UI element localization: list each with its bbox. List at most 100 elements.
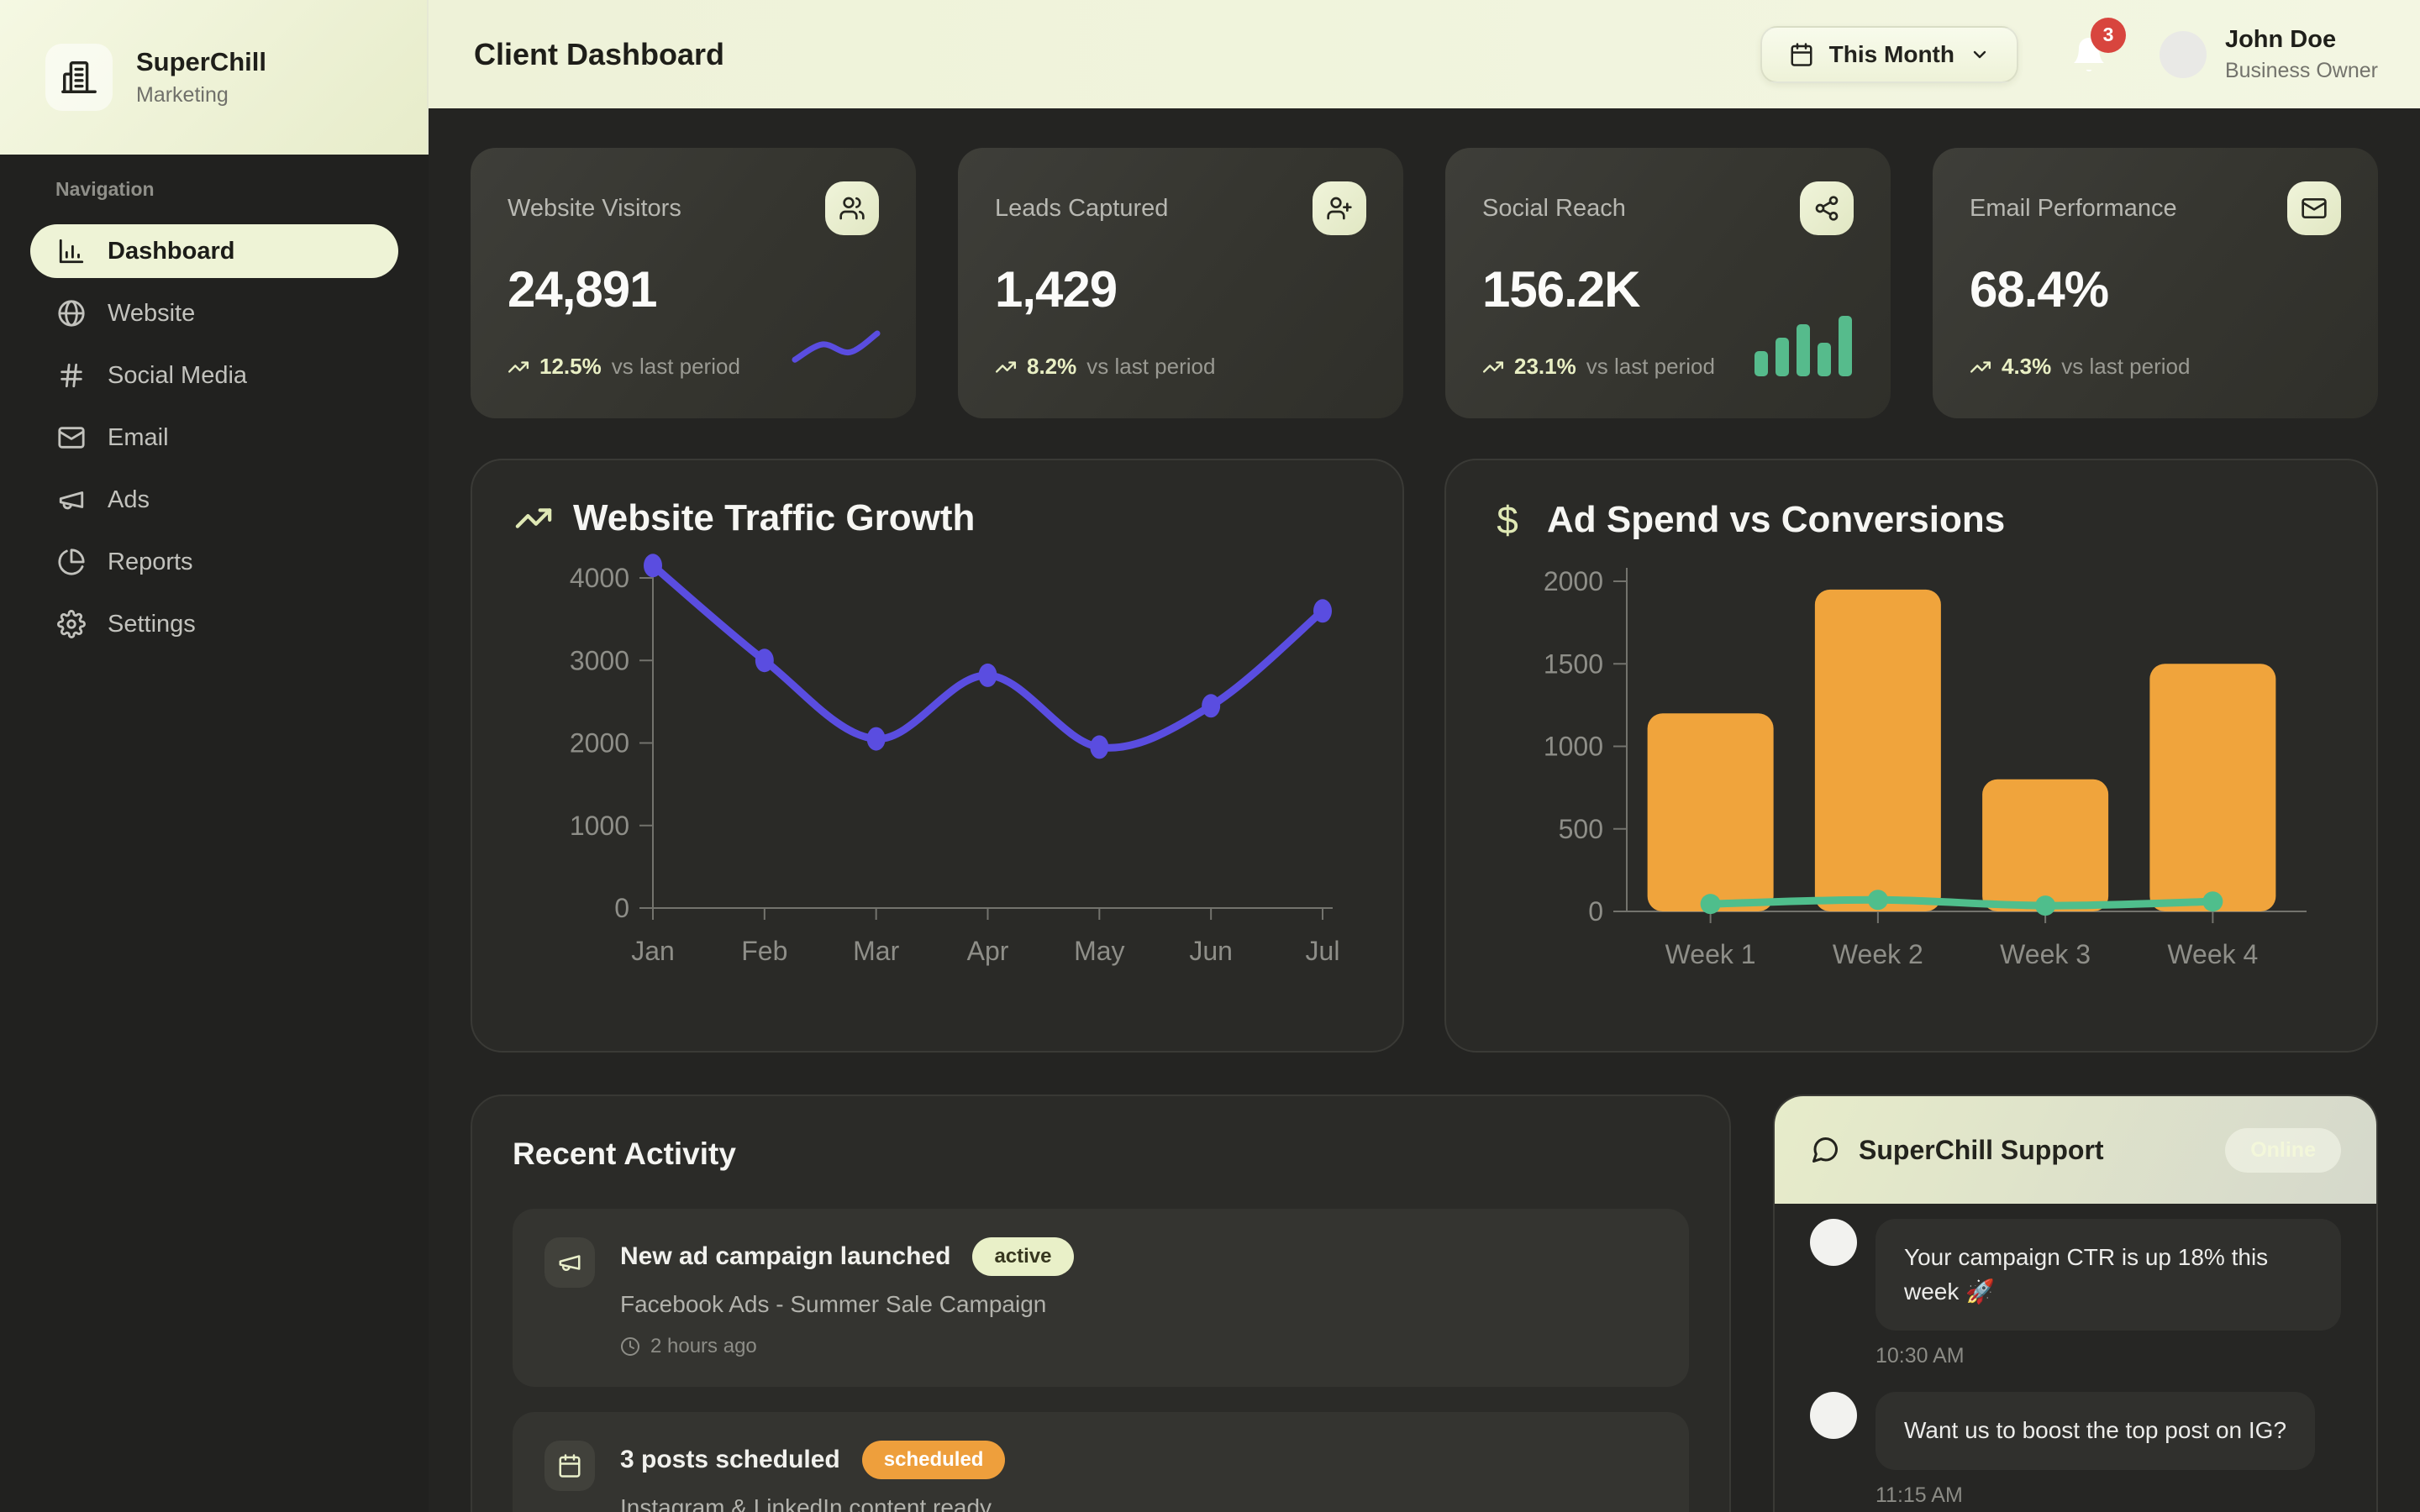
chart-title: Website Traffic Growth (573, 497, 976, 538)
message-bubble: Your campaign CTR is up 18% this week 🚀 (1876, 1219, 2341, 1331)
sidebar-item-settings[interactable]: Settings (30, 597, 398, 651)
chat-message: Want us to boost the top post on IG? 11:… (1810, 1392, 2341, 1508)
mail-icon (2287, 181, 2341, 235)
dollar-icon: $ (1497, 498, 1518, 542)
adspend-bar-chart: 0 500 1000 1500 2000 Week 1 Week 2 Week 3 Week 4 (1544, 566, 2307, 969)
avatar (1810, 1392, 1857, 1440)
sidebar-item-label: Dashboard (108, 237, 235, 265)
traffic-chart-card: Website Traffic Growth 0 1000 2000 3000 4000… (471, 459, 1404, 1053)
mail-icon (58, 427, 85, 449)
svg-text:1500: 1500 (1544, 648, 1603, 679)
stat-card-website-visitors: Website Visitors 24,891 12.5% vs last pe… (471, 148, 916, 418)
avatar (2159, 30, 2207, 78)
svg-text:3000: 3000 (570, 645, 629, 675)
trending-up-icon (515, 508, 552, 528)
sidebar-nav: Navigation Dashboard Website Social Medi… (0, 155, 429, 651)
sidebar-item-label: Email (108, 423, 169, 451)
brand-logo-icon (45, 44, 113, 111)
sidebar-item-dashboard[interactable]: Dashboard (30, 224, 398, 278)
svg-text:4000: 4000 (570, 563, 629, 593)
svg-text:Jul: Jul (1306, 936, 1340, 966)
users-icon (825, 181, 879, 235)
svg-text:1000: 1000 (570, 811, 629, 841)
stat-title: Website Visitors (508, 195, 681, 222)
user-role: Business Owner (2224, 58, 2378, 82)
support-chat-panel: SuperChill Support Online Your campaign … (1773, 1095, 2378, 1512)
sidebar-item-label: Website (108, 299, 196, 327)
stat-value: 1,429 (995, 261, 1118, 318)
chat-header: SuperChill Support Online (1775, 1096, 2376, 1204)
globe-icon (58, 300, 85, 327)
bottom-row: Recent Activity New ad campaign launched… (471, 1095, 2378, 1512)
svg-text:Jun: Jun (1189, 936, 1233, 966)
hash-icon (60, 363, 82, 388)
period-selector-button[interactable]: This Month (1760, 25, 2018, 83)
traffic-line-chart: 0 1000 2000 3000 4000 Jan Feb Mar Apr May Jun Jul (570, 554, 1340, 966)
trending-up-icon (1970, 360, 1991, 373)
message-time: 11:15 AM (1876, 1483, 1963, 1507)
stat-card-email-performance: Email Performance 68.4% 4.3% vs last per… (1933, 148, 2378, 418)
brand-name: SuperChill (136, 47, 267, 76)
sidebar-item-social-media[interactable]: Social Media (30, 349, 398, 402)
notifications-button[interactable]: 3 (2069, 17, 2126, 76)
stat-card-social-reach: Social Reach 156.2K 23.1% vs last period (1445, 148, 1891, 418)
sidebar-item-email[interactable]: Email (30, 411, 398, 465)
sidebar-item-label: Ads (108, 486, 150, 513)
user-name: John Doe (2224, 25, 2337, 53)
svg-text:Week 2: Week 2 (1833, 939, 1923, 969)
stat-card-leads-captured: Leads Captured 1,429 8.2% vs last period (958, 148, 1403, 418)
svg-text:Feb: Feb (741, 936, 787, 966)
user-plus-icon (1313, 181, 1366, 235)
chevron-down-icon (1973, 50, 1986, 58)
user-menu[interactable]: John Doe Business Owner (2159, 25, 2378, 83)
stat-title: Leads Captured (995, 195, 1169, 222)
stat-delta: 23.1% vs last period (1482, 354, 1854, 385)
sidebar-item-label: Social Media (108, 361, 248, 389)
bar-chart-icon (59, 239, 84, 264)
svg-text:May: May (1074, 936, 1124, 966)
megaphone-icon (59, 491, 84, 510)
sidebar-item-reports[interactable]: Reports (30, 535, 398, 589)
svg-text:2000: 2000 (570, 728, 629, 759)
svg-text:2000: 2000 (1544, 566, 1603, 596)
brand-subtitle: Marketing (136, 83, 229, 107)
period-label: This Month (1828, 40, 1954, 67)
sidebar-item-website[interactable]: Website (30, 286, 398, 340)
stat-title: Email Performance (1970, 195, 2177, 222)
stat-value: 68.4% (1970, 261, 2109, 318)
svg-text:Apr: Apr (967, 936, 1009, 966)
share-icon (1800, 181, 1854, 235)
stat-delta: 12.5% vs last period (508, 354, 879, 385)
svg-text:Jan: Jan (631, 936, 675, 966)
trending-up-icon (995, 360, 1017, 373)
chat-message: Your campaign CTR is up 18% this week 🚀 … (1810, 1219, 2341, 1368)
stat-delta: 8.2% vs last period (995, 354, 1366, 385)
activity-time: 2 hours ago (620, 1335, 1074, 1358)
clock-icon (621, 1337, 639, 1356)
pie-chart-icon (58, 549, 85, 575)
chat-title: SuperChill Support (1859, 1134, 2104, 1165)
chart-title: Ad Spend vs Conversions (1547, 499, 2006, 540)
adspend-chart-card: $ Ad Spend vs Conversions 0 500 1000 1500 20… (1444, 459, 2378, 1053)
sidebar-item-ads[interactable]: Ads (30, 473, 398, 527)
calendar-icon (1791, 42, 1812, 66)
main-content: Website Visitors 24,891 12.5% vs last pe… (429, 108, 2420, 1512)
activity-item[interactable]: New ad campaign launched active Facebook… (513, 1209, 1689, 1387)
activity-item[interactable]: 3 posts scheduled scheduled Instagram & … (513, 1412, 1689, 1512)
notification-badge: 3 (2090, 17, 2126, 53)
online-status-badge: Online (2225, 1127, 2341, 1173)
activity-title: New ad campaign launched (620, 1242, 951, 1270)
nav-section-label: Navigation (55, 178, 155, 200)
sidebar: SuperChill Marketing Navigation Dashboar… (0, 0, 429, 1512)
chat-messages: Your campaign CTR is up 18% this week 🚀 … (1775, 1204, 2376, 1512)
calendar-icon (544, 1441, 595, 1491)
recent-activity-panel: Recent Activity New ad campaign launched… (471, 1095, 1731, 1512)
svg-text:0: 0 (614, 893, 629, 923)
brand: SuperChill Marketing (0, 0, 429, 155)
activity-subtitle: Facebook Ads - Summer Sale Campaign (620, 1291, 1047, 1317)
stat-value: 156.2K (1482, 261, 1640, 318)
svg-text:Week 4: Week 4 (2167, 939, 2258, 969)
message-time: 10:30 AM (1876, 1344, 1965, 1368)
megaphone-icon (544, 1237, 595, 1288)
avatar (1810, 1219, 1857, 1266)
